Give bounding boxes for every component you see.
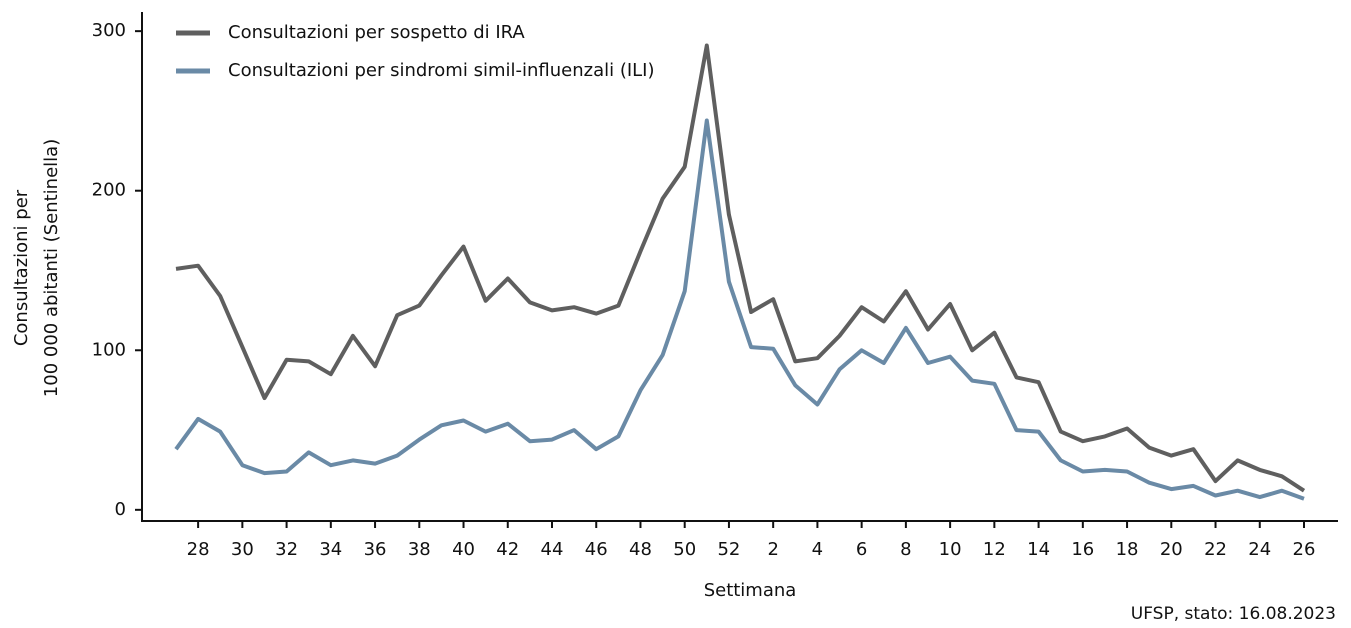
x-tick-label: 52 bbox=[717, 539, 740, 560]
y-axis-title-line: Consultazioni per bbox=[11, 189, 32, 346]
x-tick-label: 6 bbox=[856, 539, 867, 560]
x-tick-label: 26 bbox=[1293, 539, 1316, 560]
x-tick-label: 38 bbox=[408, 539, 431, 560]
data-line bbox=[175, 43, 1306, 493]
x-tick-label: 32 bbox=[275, 539, 298, 560]
x-tick-label: 44 bbox=[541, 539, 564, 560]
x-tick-label: 28 bbox=[187, 539, 210, 560]
x-tick-label: 12 bbox=[983, 539, 1006, 560]
y-tick-label: 300 bbox=[92, 20, 126, 41]
y-axis-title-line: 100 000 abitanti (Sentinella) bbox=[41, 139, 62, 397]
x-tick-label: 34 bbox=[319, 539, 342, 560]
x-tick-label: 46 bbox=[585, 539, 608, 560]
x-tick-label: 2 bbox=[767, 539, 778, 560]
legend-label: Consultazioni per sindromi simil-influen… bbox=[228, 60, 655, 81]
x-axis-title: Settimana bbox=[704, 580, 797, 601]
data-line bbox=[174, 118, 1305, 501]
source-note: UFSP, stato: 16.08.2023 bbox=[1131, 604, 1336, 624]
y-axis-title: Consultazioni per 100 000 abitanti (Sent… bbox=[11, 139, 62, 397]
legend-label: Consultazioni per sospetto di IRA bbox=[228, 22, 525, 43]
x-tick-label: 36 bbox=[364, 539, 387, 560]
x-tick-label: 40 bbox=[452, 539, 475, 560]
x-tick-label: 10 bbox=[939, 539, 962, 560]
y-tick-label: 200 bbox=[92, 180, 126, 201]
x-tick-label: 4 bbox=[812, 539, 823, 560]
y-tick-label: 0 bbox=[115, 499, 126, 520]
x-tick-label: 30 bbox=[231, 539, 254, 560]
x-tick-label: 8 bbox=[900, 539, 911, 560]
x-tick-label: 42 bbox=[496, 539, 519, 560]
x-tick-label: 50 bbox=[673, 539, 696, 560]
x-tick-label: 20 bbox=[1160, 539, 1183, 560]
x-tick-label: 14 bbox=[1027, 539, 1050, 560]
x-tick-label: 48 bbox=[629, 539, 652, 560]
y-tick-label: 100 bbox=[92, 339, 126, 360]
x-tick-label: 16 bbox=[1071, 539, 1094, 560]
x-tick-label: 18 bbox=[1116, 539, 1139, 560]
x-tick-label: 22 bbox=[1204, 539, 1227, 560]
x-tick-label: 24 bbox=[1248, 539, 1271, 560]
